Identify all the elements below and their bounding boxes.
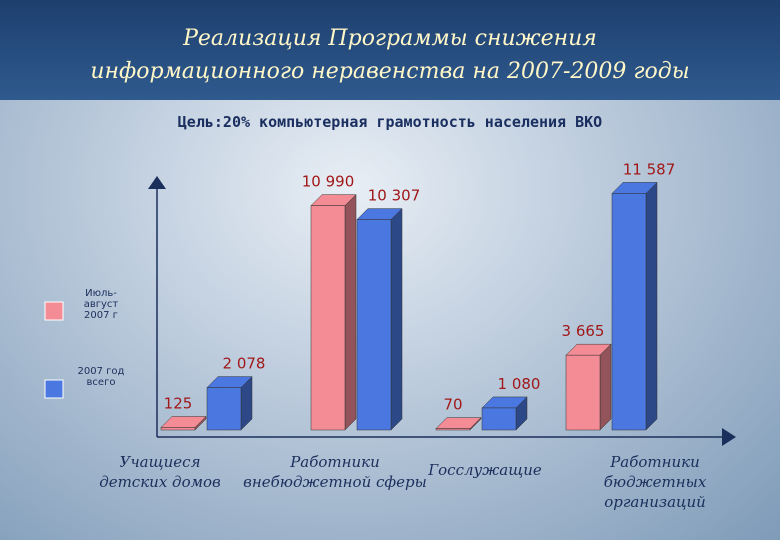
bar bbox=[611, 181, 658, 431]
bar bbox=[565, 343, 612, 431]
bar bbox=[206, 375, 253, 431]
value-label: 10 307 bbox=[368, 187, 421, 205]
x-tick-label: Работники внебюджетной сферы bbox=[243, 453, 427, 491]
bar bbox=[481, 396, 528, 431]
y-arrow bbox=[148, 176, 166, 189]
value-label: 70 bbox=[443, 396, 462, 414]
bar bbox=[435, 416, 482, 431]
legend-swatch bbox=[44, 301, 64, 321]
bar bbox=[310, 194, 357, 431]
value-label: 2 078 bbox=[223, 355, 266, 373]
legend-swatch bbox=[44, 379, 64, 399]
x-tick-label: Работники бюджетных организаций bbox=[603, 453, 707, 511]
x-tick-label: Учащиеся детских домов bbox=[99, 453, 221, 491]
value-label: 3 665 bbox=[562, 322, 605, 340]
bar bbox=[356, 207, 403, 431]
value-label: 11 587 bbox=[623, 160, 676, 178]
legend-label: 2007 год всего bbox=[77, 366, 125, 388]
x-arrow bbox=[722, 428, 736, 446]
value-label: 1 080 bbox=[498, 375, 541, 393]
legend-label: Июль-август 2007 г bbox=[83, 288, 119, 321]
chart-subtitle: Цель:20% компьютерная грамотность населе… bbox=[177, 113, 603, 131]
value-label: 125 bbox=[164, 394, 193, 412]
value-label: 10 990 bbox=[302, 173, 355, 191]
bar bbox=[160, 415, 207, 431]
chart-title: Реализация Программы снижения информацио… bbox=[90, 26, 690, 84]
x-tick-label: Госслужащие bbox=[428, 461, 542, 479]
title-bar bbox=[0, 0, 780, 100]
